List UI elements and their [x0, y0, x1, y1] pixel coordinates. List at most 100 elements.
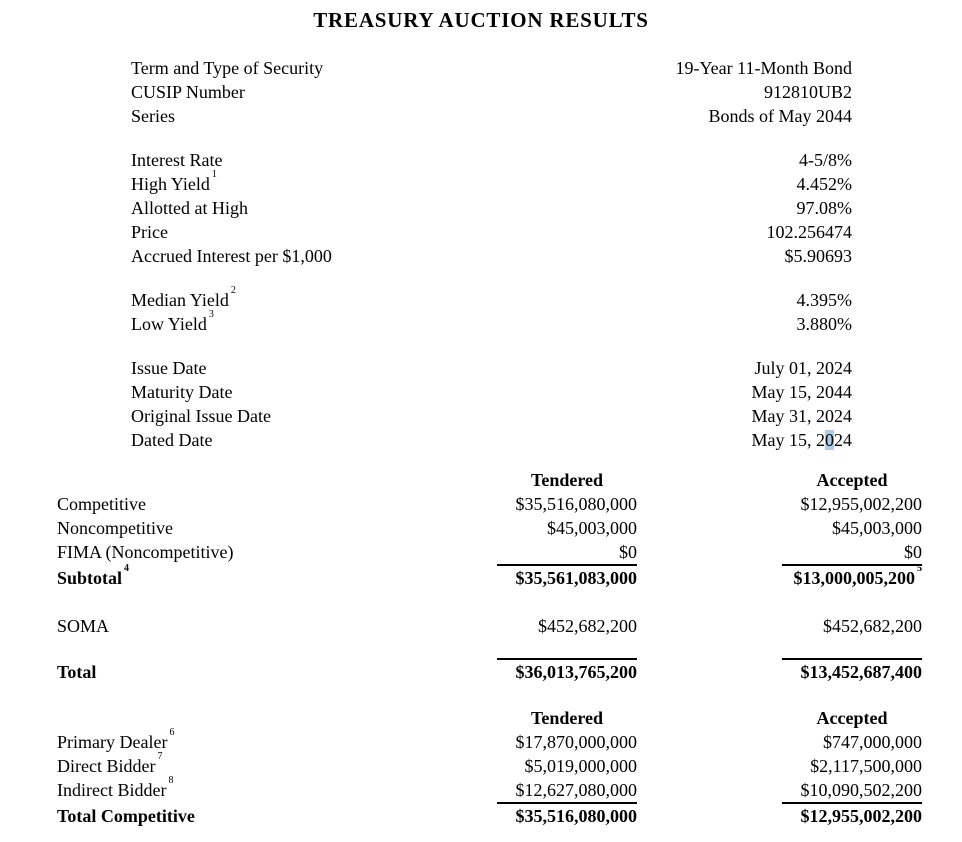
table-row: FIMA (Noncompetitive) $0 $0: [0, 540, 962, 564]
tendered-amount: $36,013,765,200: [497, 658, 637, 684]
footnote-ref-4: 4: [124, 563, 130, 574]
footnote-ref-3: 3: [208, 309, 214, 320]
field-row: Accrued Interest per $1,000 $5.90693: [0, 244, 962, 268]
row-label: Indirect Bidder 8: [57, 775, 497, 802]
accepted-amount-text: $13,000,005,200: [793, 568, 916, 588]
row-label-text: Primary Dealer: [57, 732, 168, 752]
field-value-text: May 15, 2: [751, 430, 826, 450]
table-row-subtotal: Subtotal 4 $35,561,083,000 $13,000,005,20…: [0, 564, 962, 590]
field-row: CUSIP Number 912810UB2: [0, 80, 962, 104]
field-label-text: Median Yield: [131, 290, 229, 310]
row-label: Total: [57, 662, 97, 682]
accepted-amount: $13,452,687,400: [782, 658, 922, 684]
field-value: 4-5/8%: [799, 150, 852, 170]
table-row-total-competitive: Total Competitive $35,516,080,000 $12,95…: [0, 802, 962, 828]
table-row: Noncompetitive $45,003,000 $45,003,000: [0, 516, 962, 540]
field-label: Dated Date: [131, 430, 213, 450]
field-value: 3.880%: [796, 314, 853, 334]
accepted-amount: $2,117,500,000: [810, 756, 922, 776]
row-label: Noncompetitive: [57, 518, 173, 538]
footnote-ref-8: 8: [168, 775, 174, 786]
tendered-amount: $0: [619, 542, 637, 562]
field-value: 102.256474: [766, 222, 853, 242]
tendered-amount: $17,870,000,000: [515, 732, 638, 752]
field-label: Allotted at High: [131, 198, 248, 218]
row-label: Subtotal 4: [57, 563, 497, 590]
accepted-amount: $747,000,000: [823, 732, 922, 752]
field-label: Low Yield 3: [131, 309, 214, 336]
table-row: Direct Bidder 7 $5,019,000,000 $2,117,500…: [0, 751, 962, 778]
section-dates: Issue Date July 01, 2024 Maturity Date M…: [0, 356, 962, 452]
accepted-amount: $0: [904, 542, 922, 562]
tendered-amount: $452,682,200: [538, 616, 637, 636]
field-value: May 31, 2024: [751, 406, 853, 426]
accepted-amount: $12,955,002,200: [782, 802, 922, 828]
field-label: High Yield 1: [131, 169, 217, 196]
field-label: Price: [131, 222, 168, 242]
footnote-ref-1: 1: [211, 169, 217, 180]
row-label: FIMA (Noncompetitive): [57, 542, 234, 562]
accepted-amount: $13,000,005,200 5: [782, 564, 922, 590]
row-label: SOMA: [57, 616, 110, 636]
table-row: Competitive $35,516,080,000 $12,955,002,…: [0, 492, 962, 516]
accepted-amount: $452,682,200: [823, 616, 922, 636]
row-label-text: Indirect Bidder: [57, 780, 167, 800]
accepted-amount: $12,955,002,200: [800, 494, 923, 514]
field-value-text: 24: [834, 430, 852, 450]
row-label: Competitive: [57, 494, 146, 514]
field-label: Issue Date: [131, 358, 207, 378]
field-value: 4.452%: [796, 174, 853, 194]
auction-amounts-table: Tendered Accepted Competitive $35,516,08…: [0, 468, 962, 684]
field-value: 4.395%: [796, 290, 853, 310]
field-row: Original Issue Date May 31, 2024: [0, 404, 962, 428]
row-label: Total Competitive: [57, 806, 195, 826]
field-label: Accrued Interest per $1,000: [131, 246, 332, 266]
field-value: 97.08%: [796, 198, 853, 218]
field-label: Maturity Date: [131, 382, 233, 402]
table-header-row: Tendered Accepted: [0, 706, 962, 730]
field-row: Low Yield 3 3.880%: [0, 309, 962, 336]
field-row: Interest Rate 4-5/8%: [0, 148, 962, 172]
field-row: Term and Type of Security 19-Year 11-Mon…: [0, 56, 962, 80]
field-value: May 15, 2024: [751, 428, 852, 452]
footnote-ref-5: 5: [917, 563, 922, 574]
table-row-soma: SOMA $452,682,200 $452,682,200: [0, 614, 962, 638]
section-rates: Interest Rate 4-5/8% High Yield 1 4.452% …: [0, 148, 962, 268]
tendered-amount: $35,516,080,000: [515, 494, 638, 514]
field-label-text: Low Yield: [131, 314, 207, 334]
field-label: Median Yield 2: [131, 285, 236, 312]
table-header-row: Tendered Accepted: [0, 468, 962, 492]
field-label-text: High Yield: [131, 174, 210, 194]
table-row: Indirect Bidder 8 $12,627,080,000 $10,090…: [0, 775, 962, 802]
field-value: 19-Year 11-Month Bond: [675, 58, 852, 78]
row-label: Direct Bidder 7: [57, 751, 497, 778]
field-label: CUSIP Number: [131, 82, 245, 102]
selected-character: 0: [825, 430, 834, 450]
field-row: Median Yield 2 4.395%: [0, 285, 962, 312]
field-label: Series: [131, 106, 175, 126]
footnote-ref-2: 2: [230, 285, 236, 296]
field-row: Price 102.256474: [0, 220, 962, 244]
tendered-amount: $5,019,000,000: [524, 756, 638, 776]
column-header-tendered: Tendered: [530, 708, 604, 728]
column-header-tendered: Tendered: [530, 470, 604, 490]
footnote-ref-7: 7: [157, 751, 163, 762]
bidder-breakdown-table: Tendered Accepted Primary Dealer 6 $17,87…: [0, 706, 962, 828]
field-value: Bonds of May 2044: [708, 106, 853, 126]
field-value: July 01, 2024: [754, 358, 852, 378]
column-header-accepted: Accepted: [816, 708, 888, 728]
field-value: May 15, 2044: [751, 382, 853, 402]
tendered-amount: $12,627,080,000: [515, 780, 638, 800]
table-row-total: Total $36,013,765,200 $13,452,687,400: [0, 658, 962, 684]
field-label: Interest Rate: [131, 150, 223, 170]
table-row: Primary Dealer 6 $17,870,000,000 $747,000…: [0, 728, 962, 754]
page-title: TREASURY AUCTION RESULTS: [313, 8, 649, 32]
section-security: Term and Type of Security 19-Year 11-Mon…: [0, 56, 962, 128]
row-label-text: Subtotal: [57, 568, 123, 588]
row-label: Primary Dealer 6: [57, 728, 497, 754]
tendered-amount: $35,516,080,000: [497, 802, 637, 828]
field-row: High Yield 1 4.452%: [0, 169, 962, 196]
field-row: Dated Date May 15, 2024: [0, 428, 962, 452]
field-row: Series Bonds of May 2044: [0, 104, 962, 128]
